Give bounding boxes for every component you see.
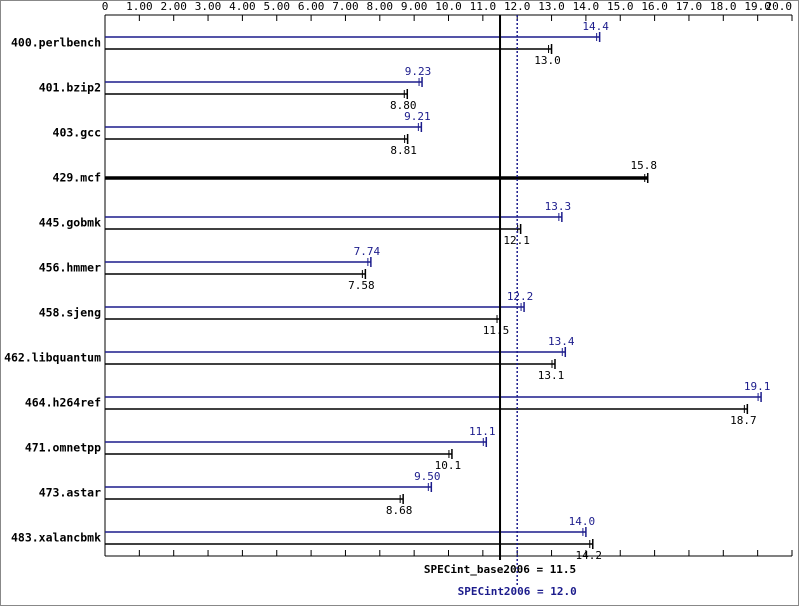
category-label: 400.perlbench	[11, 36, 101, 50]
x-tick-label: 20.0	[766, 0, 793, 13]
value-label: 11.1	[469, 425, 496, 438]
category-label: 462.libquantum	[4, 351, 101, 365]
value-label: 8.68	[386, 504, 413, 517]
x-tick-label: 12.0	[504, 0, 531, 13]
x-tick-label: 10.0	[435, 0, 462, 13]
x-tick-label: 6.00	[298, 0, 325, 13]
value-label: 11.5	[483, 324, 510, 337]
x-tick-label: 18.0	[710, 0, 737, 13]
value-label: 14.4	[582, 20, 609, 33]
category-label: 429.mcf	[53, 171, 102, 185]
value-label: 15.8	[630, 159, 657, 172]
x-tick-label: 16.0	[641, 0, 668, 13]
category-label: 471.omnetpp	[25, 441, 101, 455]
category-label: 464.h264ref	[25, 396, 101, 410]
x-tick-label: 7.00	[332, 0, 359, 13]
x-tick-label: 1.00	[126, 0, 153, 13]
value-label: 14.2	[576, 549, 603, 562]
value-label: 13.0	[534, 54, 561, 67]
value-label: 13.1	[538, 369, 565, 382]
x-tick-label: 8.00	[367, 0, 394, 13]
value-label: 7.74	[354, 245, 381, 258]
value-label: 10.1	[435, 459, 462, 472]
value-label: 18.7	[730, 414, 757, 427]
value-label: 9.21	[404, 110, 431, 123]
x-tick-label: 4.00	[229, 0, 256, 13]
value-label: 9.23	[405, 65, 432, 78]
x-tick-label: 17.0	[676, 0, 703, 13]
reference-label: SPECint2006 = 12.0	[458, 585, 577, 598]
category-label: 403.gcc	[53, 126, 101, 140]
x-tick-label: 3.00	[195, 0, 222, 13]
value-label: 7.58	[348, 279, 375, 292]
value-label: 19.1	[744, 380, 771, 393]
value-label: 8.81	[390, 144, 417, 157]
x-tick-label: 9.00	[401, 0, 428, 13]
category-label: 483.xalancbmk	[11, 531, 101, 545]
value-label: 13.3	[545, 200, 572, 213]
category-label: 458.sjeng	[39, 306, 101, 320]
value-label: 8.80	[390, 99, 417, 112]
x-tick-label: 11.0	[470, 0, 497, 13]
category-label: 473.astar	[39, 486, 101, 500]
category-label: 445.gobmk	[39, 216, 101, 230]
category-label: 401.bzip2	[39, 81, 101, 95]
x-tick-label: 2.00	[160, 0, 187, 13]
value-label: 13.4	[548, 335, 575, 348]
reference-label: SPECint_base2006 = 11.5	[424, 563, 576, 576]
category-label: 456.hmmer	[39, 261, 101, 275]
x-tick-label: 19.0	[744, 0, 771, 13]
value-label: 9.50	[414, 470, 441, 483]
x-tick-label: 15.0	[607, 0, 634, 13]
x-tick-label: 0	[102, 0, 109, 13]
value-label: 12.2	[507, 290, 534, 303]
x-tick-label: 14.0	[573, 0, 600, 13]
value-label: 14.0	[569, 515, 596, 528]
x-tick-label: 5.00	[264, 0, 291, 13]
x-tick-label: 13.0	[538, 0, 565, 13]
